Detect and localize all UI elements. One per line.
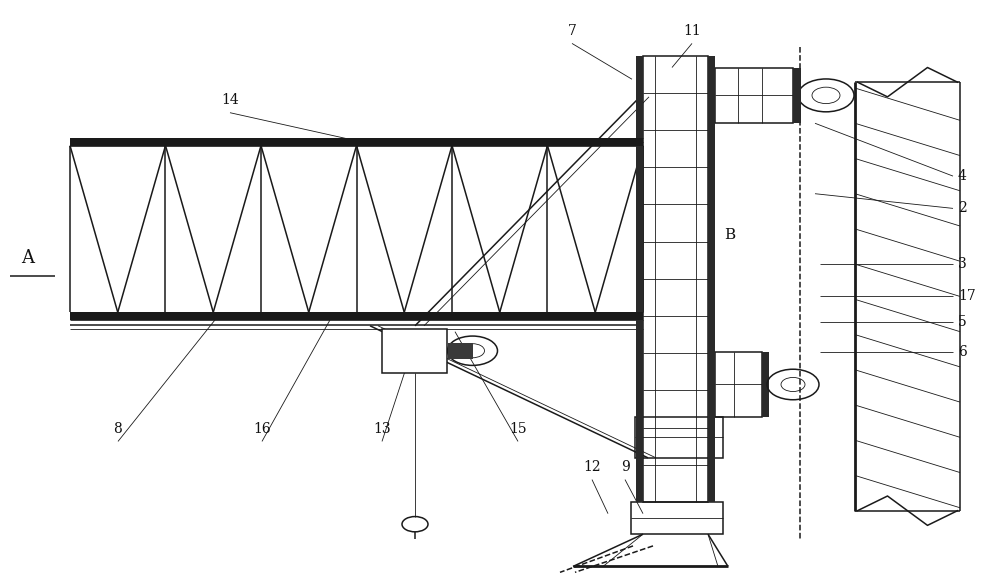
Bar — [715, 68, 793, 123]
Text: B: B — [724, 228, 736, 242]
Text: 4: 4 — [958, 169, 967, 183]
Text: 5: 5 — [958, 315, 967, 329]
Bar — [708, 56, 715, 502]
Text: 2: 2 — [958, 201, 967, 215]
Bar — [388, 335, 441, 367]
Bar — [636, 56, 643, 502]
Text: 14: 14 — [221, 93, 239, 107]
Text: 13: 13 — [373, 421, 391, 436]
Text: 3: 3 — [958, 257, 967, 271]
Text: 11: 11 — [683, 23, 701, 38]
Bar — [382, 329, 447, 373]
Bar — [70, 138, 643, 146]
Bar — [448, 343, 473, 359]
Text: 12: 12 — [583, 460, 601, 474]
Bar — [70, 312, 643, 320]
Text: 16: 16 — [253, 421, 271, 436]
Text: 7: 7 — [568, 23, 576, 38]
Bar — [793, 68, 801, 123]
Bar — [631, 502, 723, 534]
Text: 8: 8 — [114, 421, 122, 436]
Bar — [762, 352, 769, 417]
Text: 9: 9 — [621, 460, 629, 474]
Bar — [635, 417, 723, 458]
Bar — [715, 352, 762, 417]
Text: 17: 17 — [958, 289, 976, 303]
Text: 6: 6 — [958, 345, 967, 359]
Text: 15: 15 — [509, 421, 527, 436]
Text: A: A — [22, 249, 34, 267]
Bar — [643, 56, 708, 502]
